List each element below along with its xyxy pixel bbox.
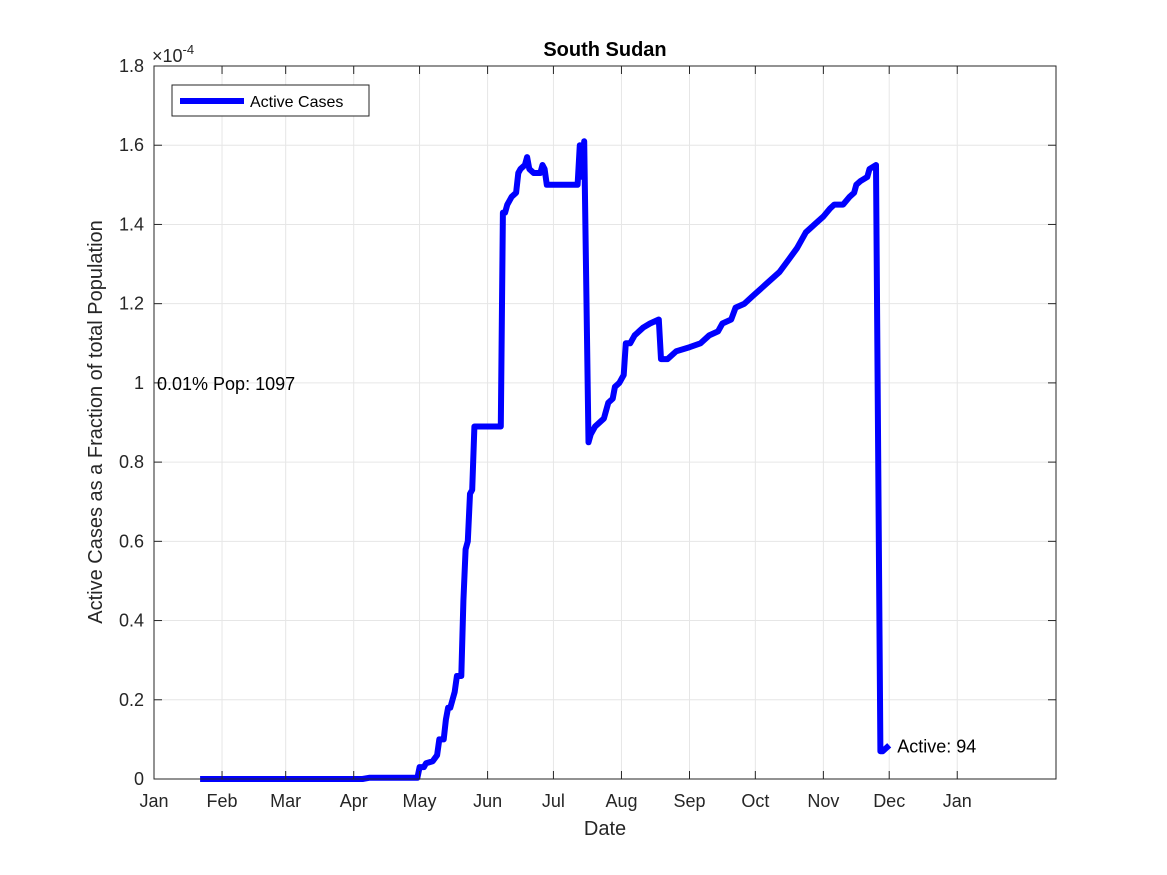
x-tick-label: Jan — [139, 791, 168, 811]
y-tick-label: 0 — [134, 769, 144, 789]
y-axis-label: Active Cases as a Fraction of total Popu… — [85, 220, 107, 624]
y-tick-label: 1 — [134, 373, 144, 393]
chart-title: South Sudan — [543, 39, 666, 61]
y-exponent-base: ×10 — [152, 46, 183, 66]
x-tick-label: Jun — [473, 791, 502, 811]
x-tick-label: May — [403, 791, 437, 811]
x-tick-label: Aug — [605, 791, 637, 811]
y-tick-label: 1.2 — [119, 294, 144, 314]
x-tick-label: Sep — [673, 791, 705, 811]
legend-label: Active Cases — [250, 94, 343, 111]
annotation-label: Active: 94 — [897, 736, 976, 756]
y-tick-label: 0.2 — [119, 690, 144, 710]
y-tick-label: 0.6 — [119, 531, 144, 551]
annotations: 0.01% Pop: 1097 Active: 94 — [157, 374, 976, 756]
x-tick-label: Nov — [807, 791, 839, 811]
x-tick-label: Dec — [873, 791, 905, 811]
y-tick-label: 0.4 — [119, 611, 144, 631]
axes-box — [153, 65, 1057, 780]
x-tick-label: Mar — [270, 791, 301, 811]
axis-ticks: Jan Feb Mar Apr May Jun Jul Aug Sep Oct Nov Dec Jan0… — [119, 56, 1056, 811]
plot-area — [154, 66, 1056, 779]
annotation-label: 0.01% Pop: 1097 — [157, 374, 295, 394]
x-tick-label: Jan — [943, 791, 972, 811]
x-tick-label: Jul — [542, 791, 565, 811]
x-axis-label: Date — [584, 818, 626, 840]
y-tick-label: 1.4 — [119, 214, 144, 234]
y-exponent-label: ×10-4 — [152, 42, 194, 66]
x-tick-label: Oct — [741, 791, 769, 811]
y-tick-label: 1.8 — [119, 56, 144, 76]
y-tick-label: 1.6 — [119, 135, 144, 155]
y-exponent-power: -4 — [183, 42, 195, 57]
series-layer — [200, 138, 892, 782]
y-tick-label: 0.8 — [119, 452, 144, 472]
series-line-active-cases — [200, 138, 892, 782]
legend: Active Cases — [171, 84, 370, 117]
x-tick-label: Feb — [207, 791, 238, 811]
x-tick-label: Apr — [340, 791, 368, 811]
